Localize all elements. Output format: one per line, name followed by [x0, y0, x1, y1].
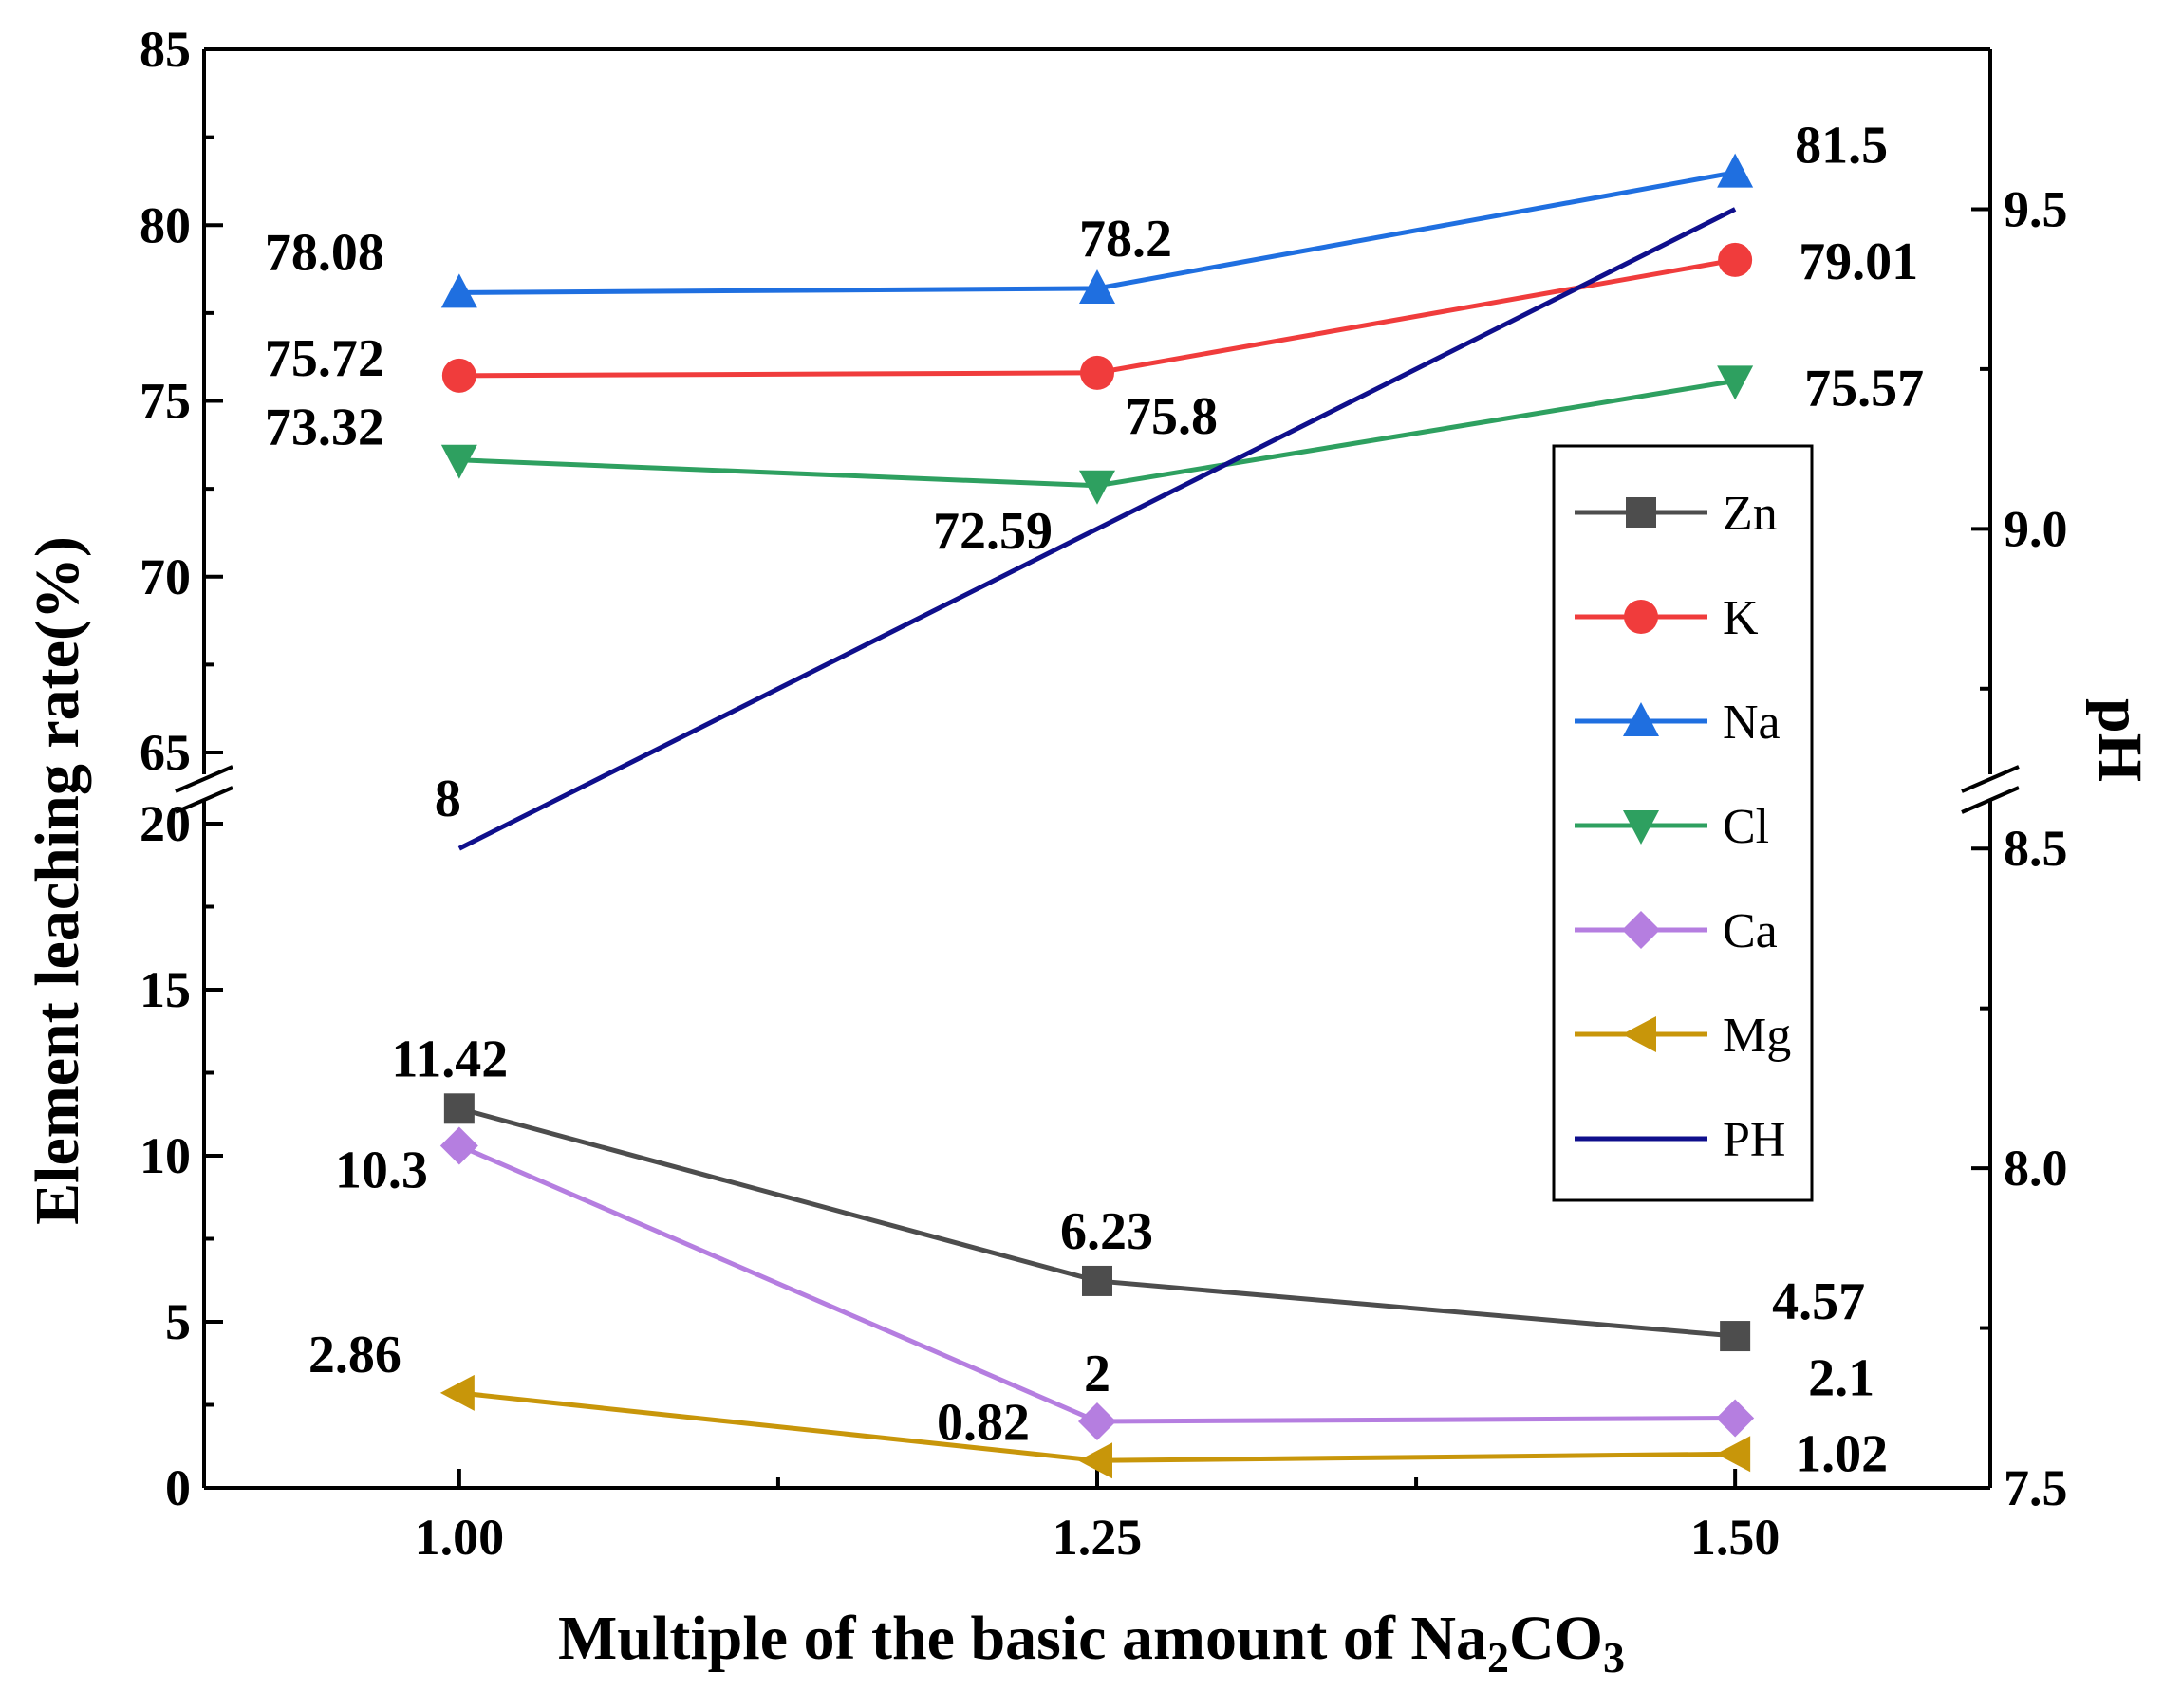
x-tick-label: 1.00 [415, 1509, 505, 1566]
data-label-k: 75.72 [265, 329, 384, 388]
data-point-na [440, 273, 477, 308]
series-line-ph [457, 207, 1737, 851]
series-k [441, 242, 1753, 393]
data-point-cl [1079, 470, 1115, 505]
y-axis-right-title: pH [2085, 698, 2154, 782]
y-left-tick-label: 70 [140, 548, 191, 605]
legend-label: Mg [1723, 1009, 1791, 1063]
data-label-na: 78.08 [265, 223, 384, 282]
y-axis-right-break-mark [1961, 786, 2020, 814]
data-label-ca: 2 [1084, 1345, 1110, 1403]
data-point-na [1717, 153, 1754, 188]
legend-marker [1624, 600, 1658, 634]
series-lines [439, 153, 1755, 1479]
y-right-tick-label: 7.5 [2004, 1459, 2068, 1516]
legend-entry-k: K [1575, 591, 1759, 645]
data-label-mg: 1.02 [1795, 1424, 1888, 1483]
y-left-tick-label: 15 [140, 961, 191, 1018]
legend-marker [1626, 497, 1656, 528]
data-label-k: 79.01 [1799, 232, 1918, 291]
legend-entry-mg: Mg [1575, 1009, 1791, 1063]
data-point-zn [1720, 1321, 1751, 1352]
data-point-mg [1716, 1436, 1751, 1473]
legend-marker [1623, 810, 1659, 845]
series-ca [439, 1126, 1755, 1440]
data-label-zn: 6.23 [1060, 1202, 1153, 1261]
y-left-tick-label: 85 [140, 21, 191, 78]
legend-label: K [1723, 591, 1759, 645]
data-label-zn: 4.57 [1772, 1272, 1865, 1331]
legend-entry-ph: PH [1575, 1113, 1785, 1167]
data-label-na: 81.5 [1795, 117, 1888, 176]
legend-label: Cl [1723, 800, 1769, 854]
series-cl [440, 365, 1754, 505]
legend-entry-na: Na [1575, 696, 1781, 750]
data-label-mg: 0.82 [937, 1393, 1030, 1452]
data-label-zn: 11.42 [391, 1030, 508, 1088]
legend-marker [1622, 1016, 1656, 1052]
data-point-mg [1078, 1442, 1112, 1479]
y-left-tick-label: 10 [140, 1127, 191, 1184]
legend-label: Na [1723, 696, 1781, 750]
y-axis-left-title: Element leaching rate(%) [23, 536, 92, 1225]
y-axis-right-break-mark [1961, 765, 2020, 793]
y-right-tick-label: 9.5 [2004, 180, 2068, 237]
series-ph [457, 207, 1737, 851]
y-right-tick-label: 9.0 [2004, 500, 2068, 557]
y-left-tick-label: 65 [140, 724, 191, 781]
series-mg [439, 1374, 1751, 1479]
series-zn [443, 1093, 1751, 1352]
y-right-tick-label: 8.5 [2004, 820, 2068, 877]
data-label-k: 75.8 [1125, 387, 1218, 446]
y-left-tick-label: 5 [165, 1293, 191, 1350]
axes: 1.00 1.25 1.50 0 5 10 15 20 65 70 75 80 85 7.5 8.0 8.5 9… [140, 21, 2068, 1566]
data-label-ca: 2.1 [1808, 1349, 1874, 1408]
y-axis-left-break-mark [175, 786, 233, 814]
data-label-ca: 10.3 [335, 1142, 428, 1200]
x-axis-title: Multiple of the basic amount of Na2CO3 [558, 1604, 1625, 1681]
data-label-cl: 72.59 [933, 502, 1053, 561]
legend-label: PH [1723, 1113, 1785, 1167]
series-line-cl [458, 378, 1736, 489]
x-tick-label: 1.25 [1053, 1509, 1143, 1566]
x-tick-label: 1.50 [1690, 1509, 1781, 1566]
series-na [440, 153, 1754, 308]
data-point-mg [439, 1374, 475, 1411]
data-point-zn [1082, 1265, 1112, 1296]
legend-marker [1623, 702, 1659, 736]
legend-label: Ca [1723, 904, 1778, 958]
data-point-ca [439, 1126, 478, 1165]
data-label-na: 78.2 [1079, 210, 1172, 269]
y-left-tick-label: 20 [140, 795, 191, 852]
data-label-cl: 73.32 [265, 399, 384, 457]
data-point-na [1079, 269, 1115, 304]
y-right-tick-label: 8.0 [2004, 1140, 2068, 1197]
data-label-cl: 75.57 [1804, 359, 1924, 418]
data-point-ca [1716, 1399, 1755, 1438]
y-left-tick-label: 75 [140, 373, 191, 430]
data-labels: 11.42 6.23 4.57 75.72 75.8 79.01 78.08 78.2 81.5… [265, 117, 1924, 1484]
legend-label: Zn [1723, 487, 1778, 541]
data-point-cl [1717, 365, 1754, 400]
data-label-mg: 2.86 [308, 1326, 401, 1384]
data-point-k [441, 358, 476, 393]
y-left-tick-label: 80 [140, 196, 191, 253]
legend-entry-ca: Ca [1575, 904, 1778, 958]
legend-entry-zn: Zn [1575, 487, 1778, 541]
y-left-tick-label: 0 [165, 1459, 191, 1516]
data-label-ph: 8 [435, 770, 461, 828]
legend-entry-cl: Cl [1575, 800, 1769, 854]
data-point-k [1718, 242, 1753, 277]
data-point-cl [440, 444, 477, 479]
data-point-k [1080, 355, 1114, 390]
axis-titles: Multiple of the basic amount of Na2CO3 E… [23, 536, 2154, 1681]
data-point-zn [443, 1093, 475, 1124]
legend: Zn K Na Cl Ca Mg PH [1552, 444, 1814, 1202]
data-point-ca [1078, 1402, 1116, 1440]
y-axis-left-break-mark [175, 765, 233, 793]
legend-marker [1622, 911, 1660, 949]
